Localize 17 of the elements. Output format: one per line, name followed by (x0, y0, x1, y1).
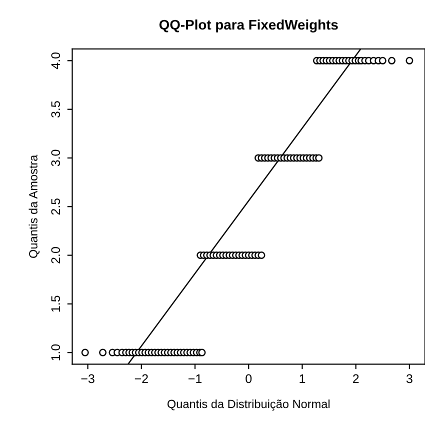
x-tick-label: 0 (246, 374, 252, 384)
x-tick-label: 2 (352, 374, 359, 384)
x-tick-label: 3 (406, 374, 412, 384)
x-tick-label: −3 (81, 374, 94, 384)
y-tick-label: 2.5 (51, 198, 60, 215)
x-axis-title: Quantis da Distribuição Normal (168, 399, 330, 411)
y-tick-label: 1.5 (51, 296, 60, 312)
x-tick-label: −2 (134, 374, 148, 384)
y-axis-title: Quantis da Amostra (28, 154, 40, 258)
y-tick-label: 2.0 (51, 247, 60, 264)
x-tick-label: −1 (188, 374, 202, 384)
y-tick-label: 3.5 (51, 101, 60, 118)
x-tick-label: 1 (300, 374, 306, 384)
y-tick-label: 1.0 (51, 344, 60, 360)
chart-title: QQ-Plot para FixedWeights (159, 19, 338, 32)
y-tick-label: 4.0 (51, 52, 60, 70)
y-tick-label: 3.0 (51, 150, 60, 166)
